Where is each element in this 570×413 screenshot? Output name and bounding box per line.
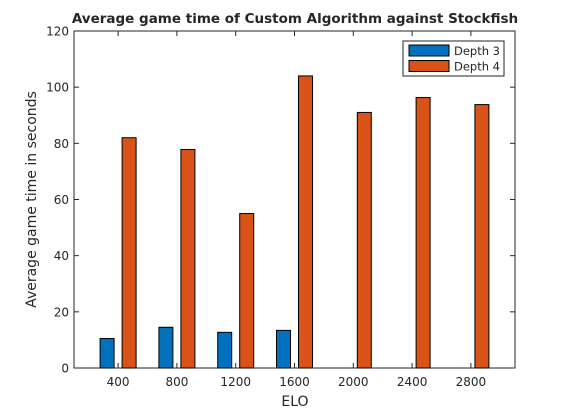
- y-axis-label: Average game time in seconds: [24, 91, 40, 308]
- bar-series-2: [415, 97, 431, 369]
- x-tick-label: 800: [165, 375, 188, 389]
- bar-series-1: [217, 331, 233, 369]
- y-tick-label: 0: [61, 362, 69, 376]
- chart-title: Average game time of Custom Algorithm ag…: [72, 11, 518, 27]
- x-tick-label: 2000: [338, 375, 369, 389]
- y-tick-label: 60: [54, 193, 69, 207]
- y-tick-label: 20: [54, 305, 69, 319]
- bar-series-1: [99, 338, 115, 369]
- bar-series-1: [276, 329, 291, 369]
- y-tick-label: 120: [46, 25, 69, 39]
- legend-label: Depth 4: [454, 60, 500, 74]
- legend-label: Depth 3: [454, 44, 500, 58]
- x-tick-label: 2800: [456, 375, 487, 389]
- x-tick-label: 400: [107, 375, 130, 389]
- x-tick-label: 2400: [397, 375, 428, 389]
- x-tick-label: 1600: [279, 375, 310, 389]
- bar-series-1: [158, 326, 174, 369]
- bar-series-2: [298, 75, 313, 369]
- y-tick-label: 40: [54, 249, 69, 263]
- legend-swatch: [408, 44, 450, 57]
- bar-series-2: [356, 111, 372, 369]
- bar-series-2: [239, 213, 255, 369]
- plot-area: [73, 30, 516, 369]
- bar-series-2: [474, 104, 490, 369]
- legend: Depth 3 Depth 4: [402, 40, 505, 77]
- x-tick-label: 1200: [220, 375, 251, 389]
- legend-swatch: [408, 60, 450, 72]
- y-tick-label: 80: [54, 137, 69, 151]
- bar-series-2: [121, 137, 137, 369]
- y-tick-label: 100: [46, 81, 69, 95]
- x-axis-label: ELO: [281, 394, 308, 410]
- bar-series-2: [180, 149, 196, 369]
